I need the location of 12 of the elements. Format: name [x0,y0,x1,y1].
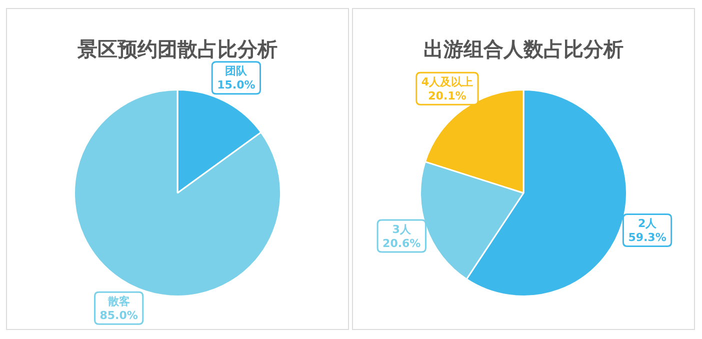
slice-label: 散客 [106,295,130,308]
slice-label: 3人 [392,222,412,236]
slice-label: 4人及以上 [421,76,474,89]
data-label: 85.0% [100,309,138,322]
data-label: 15.0% [217,78,256,92]
chart-title: 景区预约团散占比分析 [76,37,278,62]
slice-label: 团队 [225,64,248,78]
chart-title: 出游组合人数占比分析 [424,37,624,62]
slice-label: 2人 [638,217,658,230]
data-label: 20.6% [382,236,421,250]
data-label: 59.3% [628,231,666,244]
data-label: 20.1% [428,90,466,103]
